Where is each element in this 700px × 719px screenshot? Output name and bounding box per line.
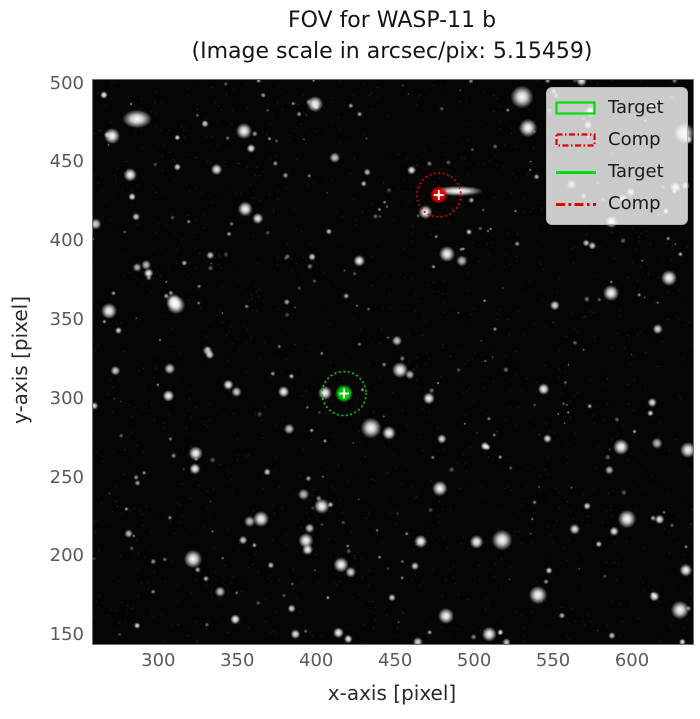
legend-label: Target xyxy=(608,161,664,182)
legend-line-swatch-icon xyxy=(556,170,596,174)
x-tick-label: 400 xyxy=(299,650,334,671)
legend-item-comp-rect: Comp xyxy=(555,128,677,152)
x-tick-label: 450 xyxy=(377,650,413,671)
x-tick-label: 600 xyxy=(614,650,650,671)
legend-label: Comp xyxy=(608,193,661,214)
x-tick-label: 350 xyxy=(220,650,255,671)
comp-marker xyxy=(415,172,462,218)
y-axis-label: y-axis [pixel] xyxy=(8,295,32,425)
legend-rect-swatch-icon xyxy=(555,132,596,147)
legend-rect-swatch-icon xyxy=(555,100,596,115)
chart-title: FOV for WASP-11 b xyxy=(287,8,497,33)
y-tick-label: 450 xyxy=(49,151,84,173)
legend: Target Comp Target Comp xyxy=(546,87,688,225)
y-tick-label: 200 xyxy=(49,545,84,567)
y-tick-label: 500 xyxy=(49,72,84,94)
legend-item-target-line: Target xyxy=(555,160,677,184)
x-tick-label: 300 xyxy=(141,650,176,671)
chart-subtitle: (Image scale in arcsec/pix: 5.15459) xyxy=(191,39,593,64)
y-tick-label: 250 xyxy=(49,466,84,488)
legend-label: Target xyxy=(608,97,664,118)
legend-item-comp-line: Comp xyxy=(555,192,677,216)
legend-label: Comp xyxy=(608,129,661,150)
target-marker xyxy=(321,370,367,417)
legend-item-target-rect: Target xyxy=(555,96,677,120)
y-tick-label: 150 xyxy=(49,624,84,646)
plot-area: Target Comp Target Comp xyxy=(92,79,694,645)
y-tick-label: 400 xyxy=(49,230,84,252)
y-tick-label: 350 xyxy=(49,309,84,331)
markers-overlay xyxy=(321,172,462,417)
y-tick-label: 300 xyxy=(49,387,84,409)
x-tick-label: 500 xyxy=(456,650,492,671)
x-axis-label: x-axis [pixel] xyxy=(327,681,457,705)
x-tick-label: 550 xyxy=(535,650,571,671)
legend-line-swatch-icon xyxy=(556,202,596,206)
chart-title-block: FOV for WASP-11 b (Image scale in arcsec… xyxy=(92,5,692,67)
